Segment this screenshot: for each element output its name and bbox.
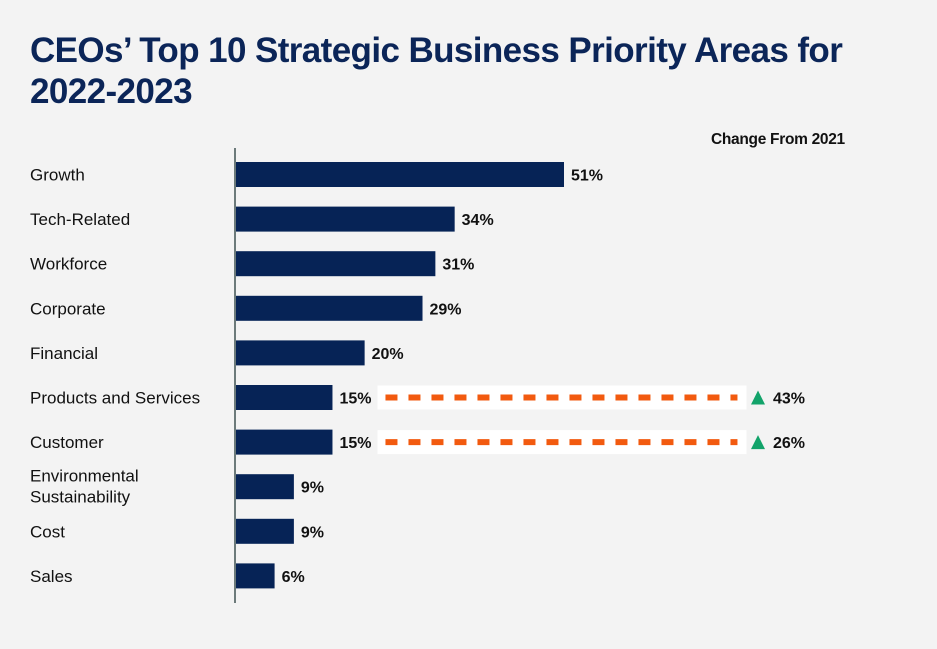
bar-financial xyxy=(236,340,365,366)
up-arrow-icon xyxy=(751,390,765,405)
value-label: 29% xyxy=(430,301,462,318)
bar-growth xyxy=(236,162,564,187)
bar-corporate xyxy=(236,295,423,321)
value-label: 31% xyxy=(442,257,474,274)
bar-tech-related xyxy=(236,206,455,232)
bar-products-and-services xyxy=(236,385,333,410)
category-label: Growth xyxy=(30,166,85,185)
change-from-2021-header: Change From 2021 xyxy=(711,131,845,148)
value-label: 15% xyxy=(339,391,371,408)
value-label: 15% xyxy=(339,435,371,452)
category-label: Workforce xyxy=(30,255,107,274)
category-label: Customer xyxy=(30,433,104,452)
category-label: Environmental Sustainability xyxy=(30,467,139,507)
value-label: 51% xyxy=(571,168,603,185)
category-label: Cost xyxy=(30,522,65,541)
bar-environmental-sustainability xyxy=(236,474,294,500)
category-label: Sales xyxy=(30,567,73,586)
bar-sales xyxy=(236,563,275,589)
value-label: 20% xyxy=(372,346,404,363)
category-label: Financial xyxy=(30,344,98,363)
chart-title: CEOs’ Top 10 Strategic Business Priority… xyxy=(30,31,843,111)
change-value-label: 43% xyxy=(773,391,805,408)
category-label: Corporate xyxy=(30,299,106,318)
bar-workforce xyxy=(236,251,436,277)
value-label: 9% xyxy=(301,480,324,497)
bar-cost xyxy=(236,518,294,544)
up-arrow-icon xyxy=(751,435,765,450)
category-label: Tech-Related xyxy=(30,210,130,229)
value-label: 6% xyxy=(282,569,305,586)
change-value-label: 26% xyxy=(773,435,805,452)
category-label: Products and Services xyxy=(30,389,200,408)
value-label: 34% xyxy=(462,212,494,229)
bar-customer xyxy=(236,429,333,455)
value-label: 9% xyxy=(301,524,324,541)
